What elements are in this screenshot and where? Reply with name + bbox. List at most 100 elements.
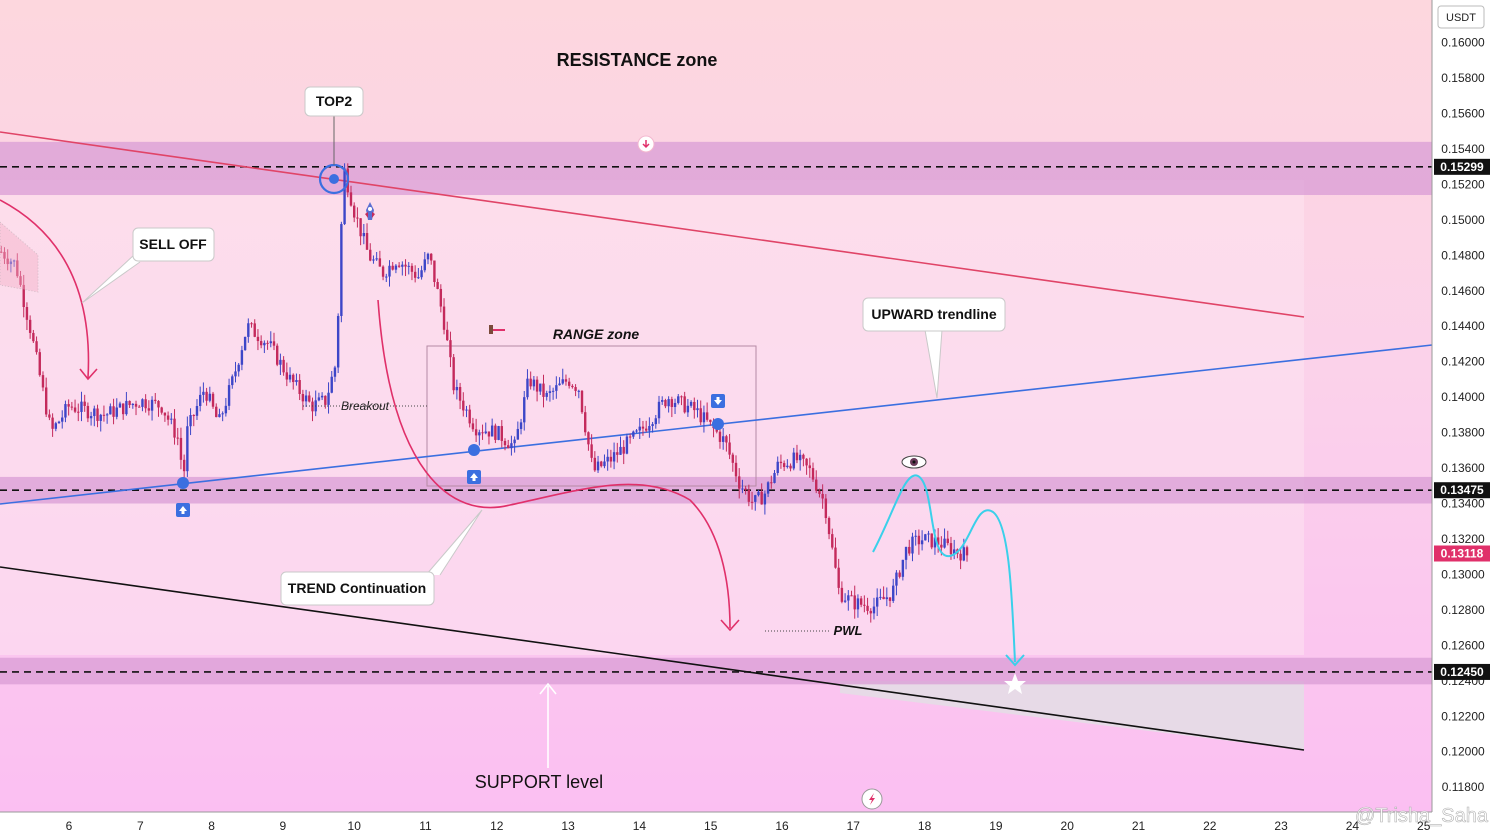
price-tag — [1434, 545, 1490, 562]
candle-body — [901, 559, 905, 577]
candle-body — [959, 553, 962, 561]
candle-body — [590, 444, 593, 458]
candle-body — [641, 426, 645, 429]
candle-body — [882, 596, 885, 600]
candles — [0, 163, 969, 623]
candle-body — [779, 461, 783, 464]
candle-body — [433, 260, 436, 283]
sell-off-arrowhead — [79, 368, 98, 381]
candle-body — [497, 426, 500, 440]
lightning-icon — [861, 788, 883, 810]
candle-body — [176, 437, 179, 439]
candle-body — [789, 465, 792, 469]
candle-body — [160, 407, 163, 413]
candle-body — [802, 454, 805, 459]
candle-body — [962, 547, 966, 561]
candle-body — [237, 364, 240, 372]
candle-body — [202, 391, 205, 395]
candle-body — [892, 585, 895, 601]
range-zone-box — [426, 345, 757, 487]
candle-body — [798, 454, 802, 461]
candle-body — [468, 409, 471, 424]
candle-body — [824, 498, 828, 519]
watermark: @Trisha_Saha — [1355, 805, 1489, 827]
candle-body — [750, 501, 754, 503]
candle-body — [439, 288, 443, 307]
candle-body — [442, 306, 446, 330]
candle-body — [356, 217, 359, 219]
candle-body — [404, 264, 407, 267]
candle-body — [227, 385, 231, 406]
time-axis[interactable] — [0, 812, 1495, 840]
candle-body — [673, 402, 677, 408]
zone-support — [0, 657, 1432, 685]
time-tick: 14 — [633, 819, 647, 833]
candle-body — [766, 482, 770, 494]
candle-body — [715, 428, 718, 432]
price-axis[interactable] — [1432, 0, 1495, 812]
candle-body — [73, 407, 77, 412]
candle-body — [603, 461, 606, 467]
candle-body — [275, 345, 279, 365]
candle-body — [638, 426, 641, 431]
candle-body — [102, 414, 106, 416]
candle-body — [32, 332, 35, 342]
candle-body — [760, 491, 763, 505]
top2-marker-dot — [329, 174, 339, 184]
time-tick: 10 — [348, 819, 362, 833]
candle-body — [118, 403, 122, 408]
candle-body — [834, 547, 837, 568]
candle-body — [827, 518, 831, 535]
support-trendline — [0, 566, 1305, 751]
candle-body — [628, 436, 632, 438]
upward-trendline-box — [862, 297, 1006, 332]
candle-body — [6, 258, 9, 265]
candle-body — [609, 456, 613, 462]
support-level-label: SUPPORT level — [475, 772, 603, 792]
candle-body — [327, 392, 330, 405]
candle-body — [558, 383, 561, 386]
candle-body — [555, 385, 558, 391]
candle-body — [272, 341, 276, 346]
candle-body — [875, 597, 879, 607]
currency-box[interactable] — [1437, 5, 1485, 29]
candle-body — [125, 400, 128, 415]
price-tick: 0.12600 — [1441, 638, 1485, 652]
candle-body — [455, 386, 459, 391]
price-tick: 0.13800 — [1441, 426, 1485, 440]
candle-body — [263, 342, 266, 346]
candle-body — [192, 415, 195, 417]
candle-body — [38, 352, 41, 376]
candle-body — [612, 452, 616, 462]
time-tick: 16 — [775, 819, 789, 833]
candle-body — [362, 233, 366, 237]
price-tick: 0.12800 — [1441, 603, 1485, 617]
candle-body — [490, 425, 494, 437]
trend-continuation-curve — [377, 299, 731, 629]
candle-body — [622, 446, 625, 454]
candle-body — [879, 596, 882, 598]
candle-body — [288, 374, 292, 380]
candle-body — [911, 536, 914, 554]
time-tick: 15 — [704, 819, 718, 833]
candle-body — [898, 572, 901, 577]
candle-body — [689, 401, 693, 406]
candle-body — [943, 538, 946, 548]
candle-body — [292, 374, 295, 383]
candle-body — [593, 457, 597, 471]
candle-body — [381, 266, 385, 277]
candle-body — [651, 424, 654, 427]
candle-body — [247, 323, 250, 337]
candle-body — [35, 341, 38, 353]
trend-touch-point — [712, 418, 724, 430]
candle-body — [529, 378, 532, 387]
time-tick: 19 — [989, 819, 1003, 833]
candle-body — [487, 431, 491, 437]
candle-body — [452, 357, 455, 391]
price-tick: 0.14000 — [1441, 390, 1485, 404]
candle-body — [410, 265, 414, 272]
candle-body — [516, 428, 520, 440]
candle-body — [51, 417, 54, 429]
eye-icon — [901, 455, 927, 469]
